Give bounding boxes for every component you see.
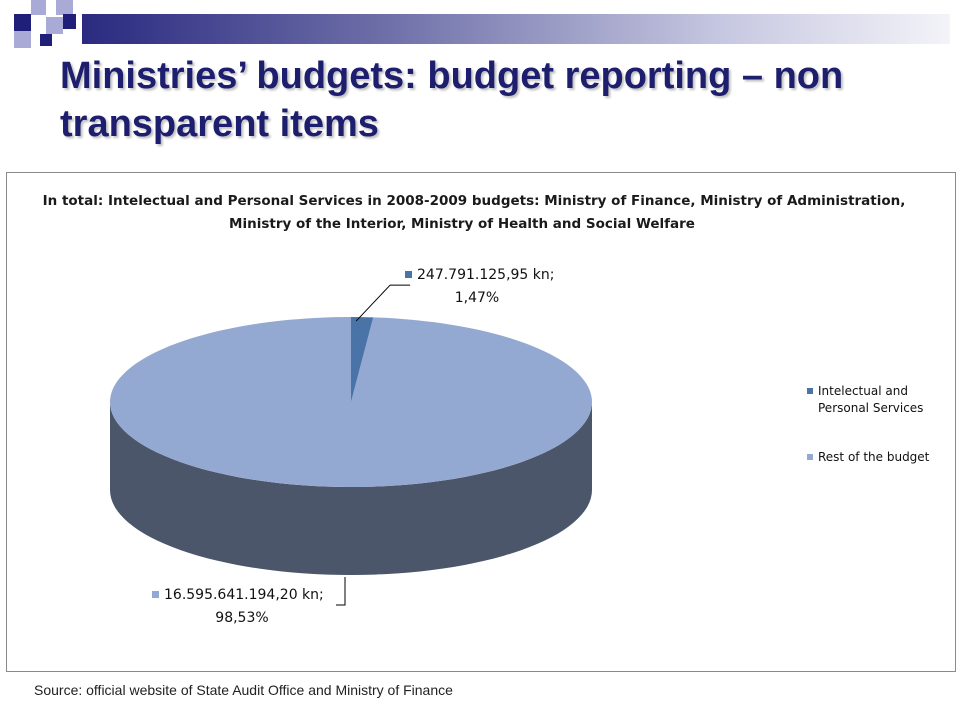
data-label-large-value: 16.595.641.194,20 kn; (164, 587, 324, 603)
pie-slice-rest-of-budget (109, 317, 592, 488)
data-label-small-value: 247.791.125,95 kn; (417, 267, 554, 283)
pie-slice-intelectual-services (351, 317, 374, 402)
header-square-lavender-2 (56, 0, 73, 15)
data-labels: 247.791.125,95 kn; 1,47% 16.595.641.194,20… (152, 267, 554, 626)
source-note: Source: official website of State Audit … (34, 682, 453, 698)
legend-label-0-0: Intelectual and (818, 384, 908, 398)
pie-side-wall (110, 402, 592, 575)
header-square-lavender-3 (14, 31, 31, 48)
legend: Intelectual and Personal Services Rest of … (807, 384, 930, 464)
pie-3d (109, 317, 592, 575)
header-square-navy-2 (63, 14, 76, 29)
label-key-small (405, 271, 412, 278)
legend-swatch-0 (807, 388, 813, 394)
header-square-lavender-1 (31, 0, 46, 15)
chart-title-line-2: Ministry of the Interior, Ministry of He… (229, 216, 695, 232)
slide-title: Ministries’ budgets: budget reporting – … (60, 55, 844, 145)
data-label-large-percent: 98,53% (215, 610, 268, 626)
pie-chart: In total: Intelectual and Personal Servi… (43, 193, 930, 626)
leader-line-small (355, 284, 411, 322)
header-square-lavender-4 (46, 17, 63, 34)
leader-line-large (336, 577, 346, 606)
chart-title-line-1: In total: Intelectual and Personal Servi… (43, 193, 906, 209)
data-label-small-percent: 1,47% (455, 290, 499, 306)
legend-label-1-0: Rest of the budget (818, 450, 930, 464)
chart-frame: In total: Intelectual and Personal Servi… (6, 172, 956, 672)
legend-swatch-1 (807, 454, 813, 460)
header-gradient-bar (82, 14, 950, 44)
legend-label-0-1: Personal Services (818, 401, 923, 415)
header-square-navy-1 (14, 14, 31, 31)
header-square-navy-3 (40, 34, 52, 46)
label-key-large (152, 591, 159, 598)
